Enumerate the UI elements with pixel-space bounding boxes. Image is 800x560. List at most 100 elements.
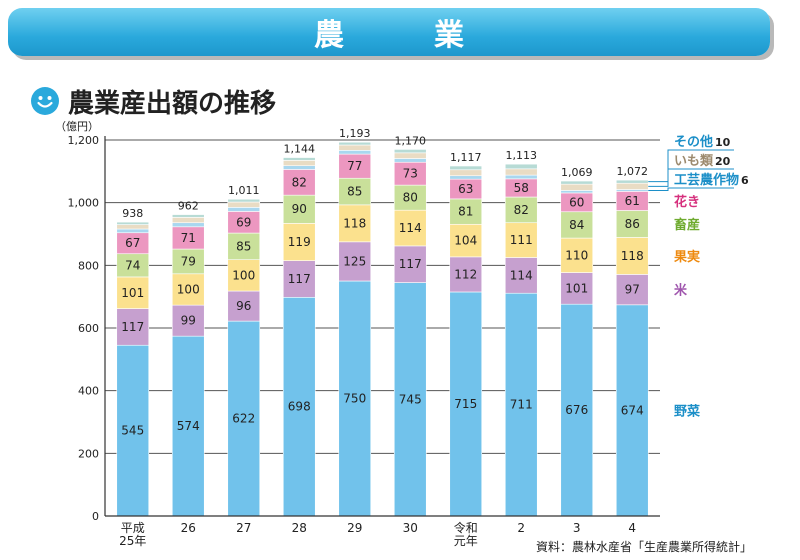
x-tick-label: 26 [181, 521, 196, 535]
legend-name: 花き [674, 194, 700, 210]
x-tick-label: 29 [347, 521, 362, 535]
data-label: 114 [510, 268, 533, 282]
x-tick-label: 令和 [454, 520, 478, 535]
data-label: 73 [403, 167, 418, 181]
legend-item: 米 [674, 283, 688, 299]
bar-segment [338, 150, 372, 155]
data-label: 82 [514, 203, 529, 217]
legend-name: 工芸農作物 [674, 172, 739, 188]
data-label: 698 [288, 400, 311, 414]
x-tick-label: 3 [573, 521, 581, 535]
bar-segment [171, 214, 205, 218]
y-unit-label: （億円） [55, 120, 99, 133]
data-label: 114 [399, 221, 422, 235]
bar-segment [393, 282, 427, 517]
data-label: 117 [121, 320, 144, 334]
total-label: 1,144 [284, 143, 316, 156]
bar-segment [116, 344, 150, 517]
legend-name: いも類 [674, 154, 714, 169]
bar-segment [227, 207, 261, 212]
bar-segment [449, 165, 483, 171]
y-tick-label: 800 [78, 259, 99, 272]
legend-value: 10 [715, 136, 731, 149]
bar-segment [227, 232, 261, 260]
x-tick-label: 28 [292, 521, 307, 535]
bar-segment [227, 320, 261, 517]
bar-segment [560, 211, 594, 239]
bar-segment [171, 222, 205, 228]
data-label: 118 [343, 216, 366, 230]
bar-segment [227, 290, 261, 322]
data-label: 58 [514, 181, 529, 195]
data-label: 676 [565, 403, 588, 417]
legend-item: その他 10 [674, 134, 731, 150]
bar-segment [560, 303, 594, 517]
y-tick-label: 200 [78, 447, 99, 460]
data-label: 674 [621, 403, 644, 417]
legend-connector [648, 168, 734, 187]
bar-segment [504, 257, 538, 294]
legend-item: いも類 20 [674, 154, 731, 169]
bar-segment [393, 158, 427, 163]
data-label: 60 [569, 195, 584, 209]
data-label: 119 [288, 235, 311, 249]
data-label: 82 [292, 175, 307, 189]
data-label: 86 [625, 217, 640, 231]
data-label: 622 [232, 412, 255, 426]
bar-segment [227, 259, 261, 292]
data-label: 111 [510, 233, 533, 247]
bar-segment [504, 196, 538, 224]
bar-segment [449, 198, 483, 225]
bar-segment [282, 160, 316, 166]
bar-segment [615, 210, 649, 238]
y-tick-label: 1,000 [68, 197, 100, 210]
data-label: 117 [399, 257, 422, 271]
data-label: 711 [510, 398, 533, 412]
x-tick-label: 元年 [454, 534, 478, 548]
data-label: 71 [181, 231, 196, 245]
data-label: 574 [177, 419, 200, 433]
legend-name: その他 [674, 134, 713, 150]
bar-segment [338, 204, 372, 243]
source-note: 資料：農林水産省「生産農業所得統計」 [535, 540, 752, 554]
data-label: 715 [454, 397, 477, 411]
total-label: 1,072 [617, 165, 649, 178]
bar-segment [560, 190, 594, 194]
bar-segment [615, 304, 649, 517]
bar-segment [282, 165, 316, 170]
bar-segment [171, 217, 205, 224]
y-tick-label: 0 [92, 510, 99, 523]
bar-segment [615, 179, 649, 184]
data-label: 85 [236, 239, 251, 253]
data-label: 63 [458, 182, 473, 196]
x-tick-label: 4 [628, 521, 636, 535]
x-tick-label: 平成 [121, 521, 145, 535]
total-label: 1,113 [506, 149, 538, 162]
data-label: 84 [569, 218, 584, 232]
x-tick-label: 2 [517, 521, 525, 535]
data-label: 74 [125, 258, 140, 272]
bar-segment [393, 152, 427, 159]
total-label: 1,170 [395, 134, 427, 147]
legend-connector [648, 187, 734, 191]
bar-segment [171, 273, 205, 306]
legend-item: 工芸農作物 6 [674, 172, 749, 188]
total-label: 1,011 [228, 184, 260, 197]
bar-segment [116, 228, 150, 234]
data-label: 100 [232, 268, 255, 282]
bar-segment [504, 163, 538, 170]
y-tick-label: 1,200 [68, 134, 100, 147]
bar-segment [393, 149, 427, 154]
bar-segment [449, 175, 483, 180]
data-label: 67 [125, 236, 140, 250]
total-label: 1,069 [561, 166, 593, 179]
bar-segment [560, 183, 594, 191]
legend-item: 野菜 [674, 403, 700, 419]
data-label: 80 [403, 191, 418, 205]
bar-segment [615, 182, 649, 190]
bar-segment [504, 174, 538, 180]
total-label: 1,193 [339, 127, 371, 140]
legend-item: 花き [674, 194, 700, 210]
bar-segment [116, 221, 150, 225]
y-tick-label: 600 [78, 322, 99, 335]
